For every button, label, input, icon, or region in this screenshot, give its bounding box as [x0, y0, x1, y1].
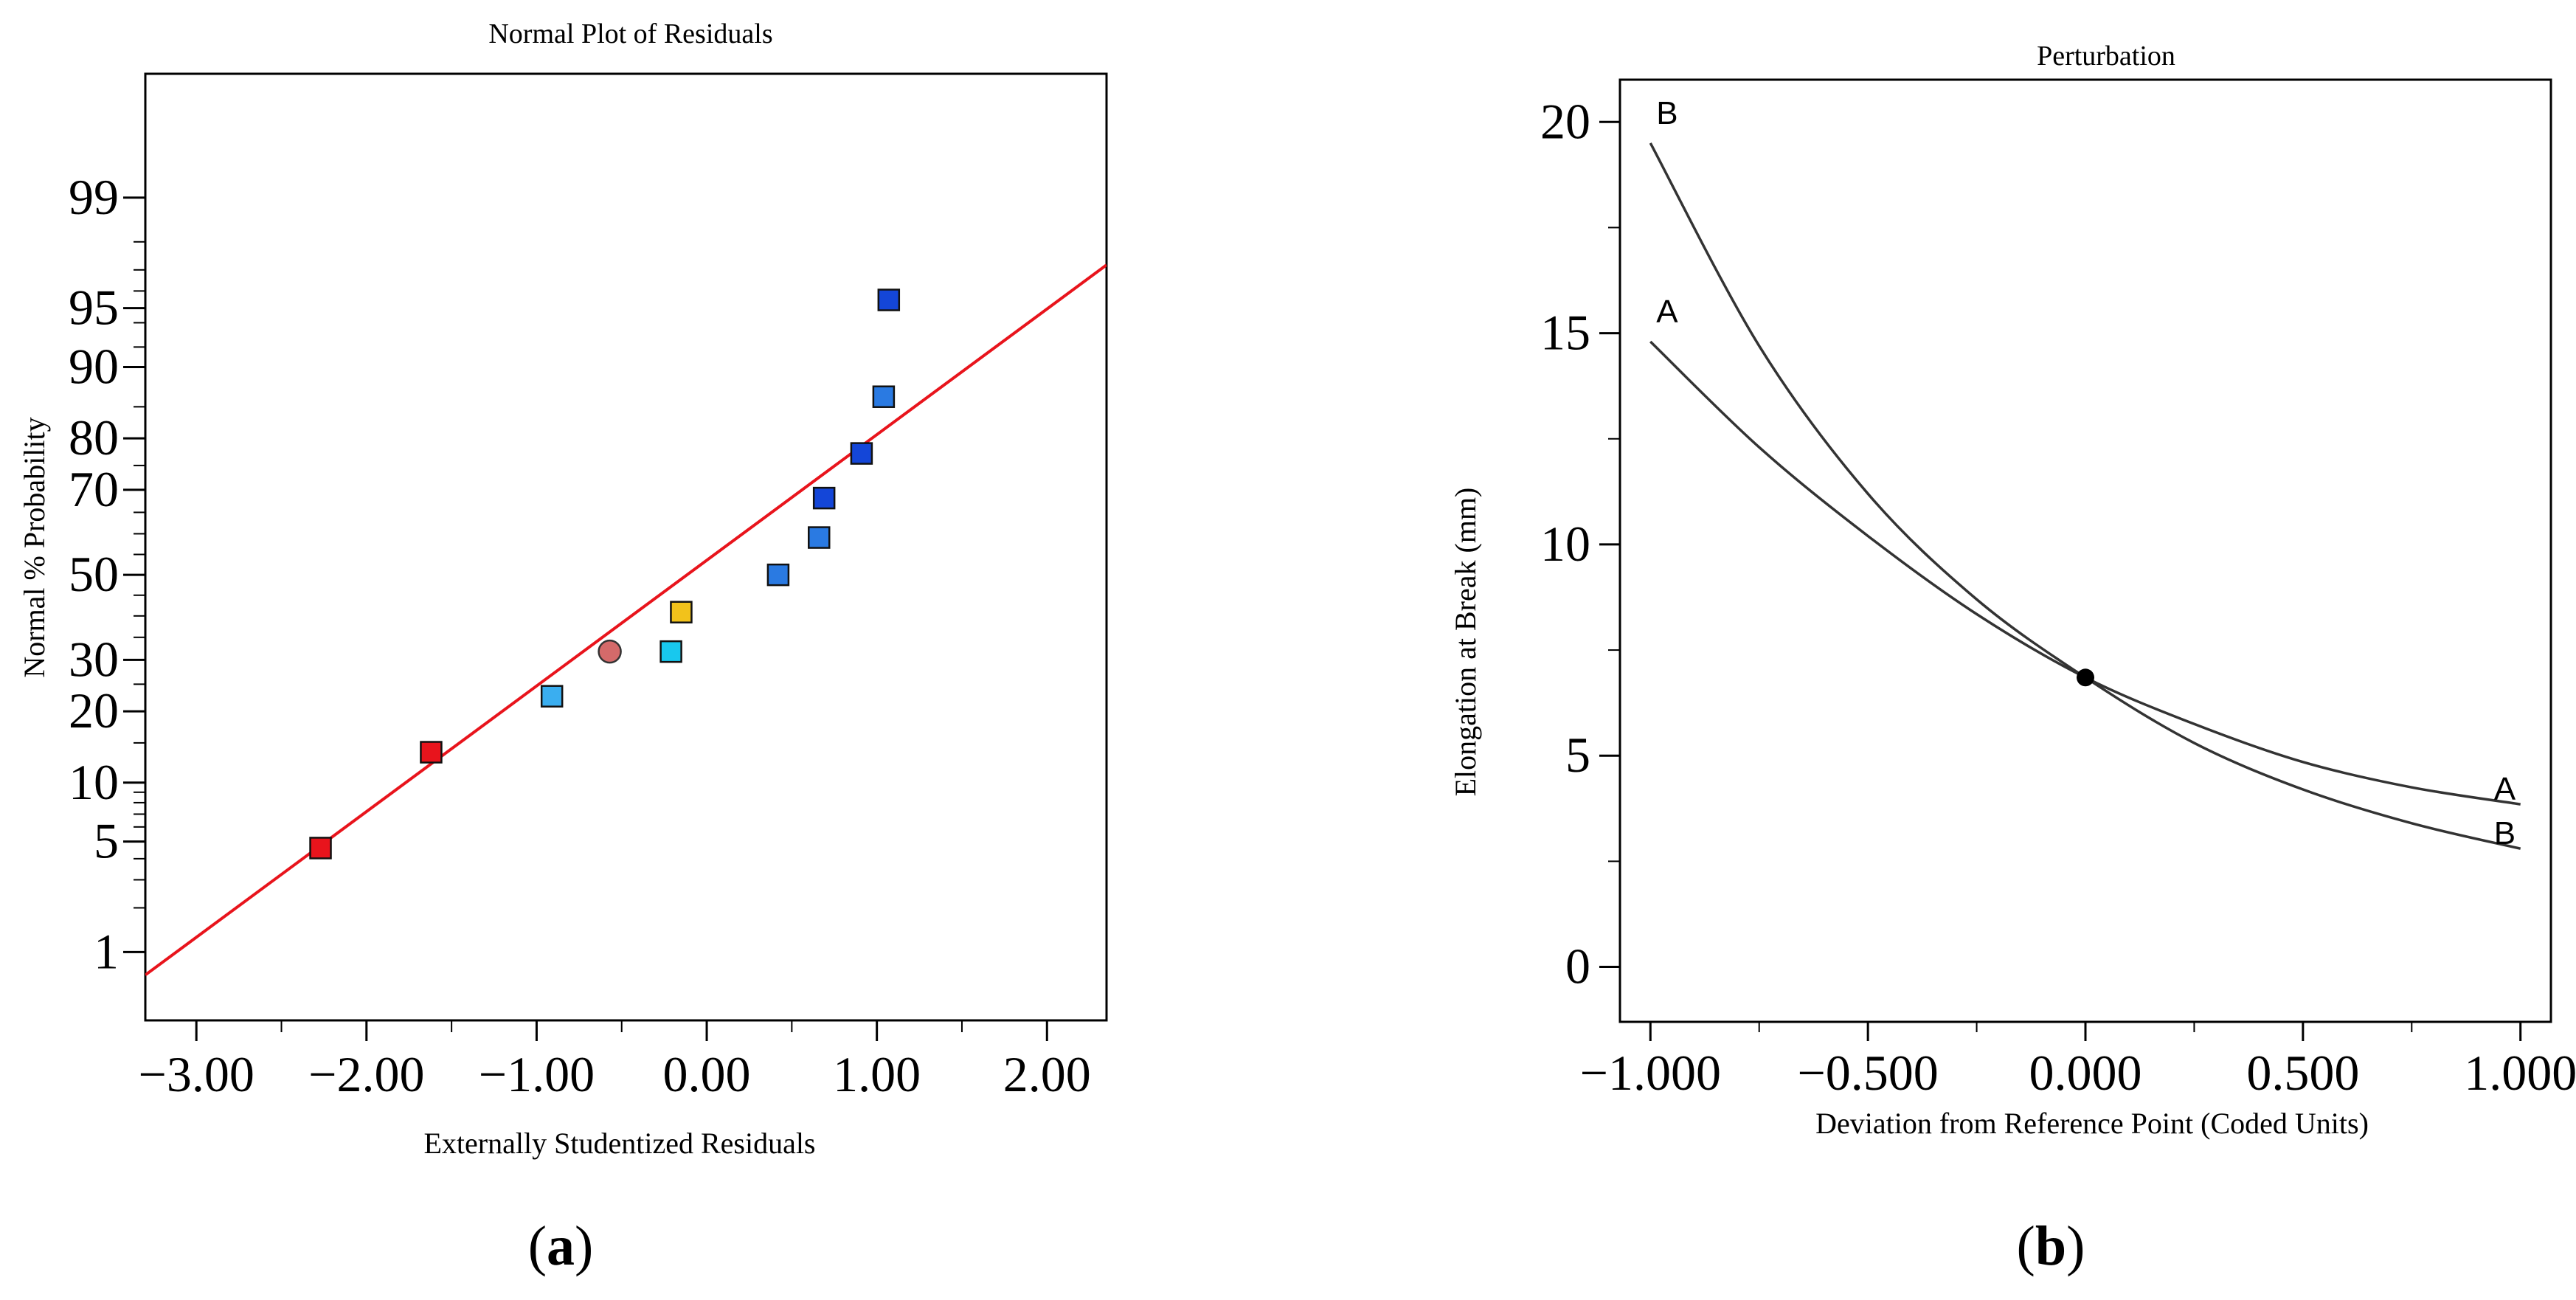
- residual-point: [659, 640, 682, 663]
- series-b-start-label: B: [1656, 95, 1677, 131]
- y-tick-label: 99: [69, 169, 119, 225]
- reference-point: [2077, 668, 2094, 687]
- series-a-line: [1649, 340, 2521, 806]
- panel-a-plot-frame: [144, 72, 1108, 1022]
- panel-a-plot-area: [145, 263, 1107, 977]
- panel-a-x-label: Externally Studentized Residuals: [424, 1127, 816, 1160]
- series-a-end-label: A: [2494, 771, 2516, 807]
- panel-b-x-axis: −1.000 −0.500 0.000 0.500 1.000: [1580, 1022, 2576, 1101]
- y-tick-label: 20: [69, 682, 119, 739]
- residual-point: [850, 442, 873, 465]
- y-tick-label: 10: [1540, 516, 1590, 572]
- panel-a-points: [309, 288, 901, 860]
- y-tick-label: 30: [69, 631, 119, 687]
- residual-point: [598, 639, 622, 664]
- y-tick-label: 5: [1565, 727, 1590, 783]
- panel-b-x-label: Deviation from Reference Point (Coded Un…: [1815, 1107, 2369, 1140]
- residual-point: [877, 288, 901, 311]
- y-tick-label: 95: [69, 280, 119, 336]
- x-tick-label: −3.00: [139, 1046, 255, 1102]
- x-tick-label: 0.00: [663, 1046, 751, 1102]
- y-tick-label: 20: [1540, 93, 1590, 149]
- panel-b-y-axis: 0 5 10 15 20: [1540, 93, 1620, 995]
- x-tick-label: −1.00: [479, 1046, 595, 1102]
- y-tick-label: 0: [1565, 938, 1590, 995]
- panel-b-y-label: Elongation at Break (mm): [1449, 488, 1482, 797]
- y-tick-label: 70: [69, 461, 119, 517]
- x-tick-label: −1.000: [1580, 1045, 1721, 1101]
- panel-b-label: (b): [2017, 1215, 2085, 1277]
- panel-a-title: Normal Plot of Residuals: [488, 18, 772, 49]
- residual-point: [309, 837, 332, 860]
- fit-line: [145, 263, 1107, 977]
- panel-b-title: Perturbation: [2037, 41, 2175, 72]
- residual-point: [872, 385, 896, 408]
- x-tick-label: 0.000: [2029, 1045, 2142, 1101]
- series-b-line: [1649, 142, 2521, 850]
- residual-point: [420, 741, 443, 764]
- x-tick-label: 0.500: [2246, 1045, 2359, 1101]
- series-a-start-label: A: [1656, 294, 1678, 330]
- residual-point: [808, 526, 831, 549]
- residual-point: [766, 563, 790, 587]
- x-tick-label: 1.00: [833, 1046, 921, 1102]
- x-tick-label: 1.000: [2464, 1045, 2576, 1101]
- y-tick-label: 10: [69, 754, 119, 810]
- residual-point: [670, 601, 693, 623]
- residual-point: [812, 486, 836, 510]
- y-tick-label: 5: [94, 813, 119, 869]
- y-tick-label: 50: [69, 546, 119, 602]
- panel-b-plot-frame: [1618, 78, 2552, 1023]
- x-tick-label: −2.00: [308, 1046, 424, 1102]
- x-tick-label: 2.00: [1003, 1046, 1091, 1102]
- y-tick-label: 90: [69, 338, 119, 394]
- y-tick-label: 80: [69, 409, 119, 466]
- series-b-end-label: B: [2494, 815, 2516, 851]
- y-tick-label: 15: [1540, 305, 1590, 361]
- panel-a-x-axis: −3.00 −2.00 −1.00 0.00 1.00 2.00: [139, 1020, 1091, 1102]
- panel-a-label: (a): [528, 1215, 594, 1277]
- y-tick-label: 1: [94, 923, 119, 979]
- residual-point: [540, 685, 564, 708]
- panel-a-y-label: Normal % Probability: [18, 417, 51, 677]
- x-tick-label: −0.500: [1797, 1045, 1938, 1101]
